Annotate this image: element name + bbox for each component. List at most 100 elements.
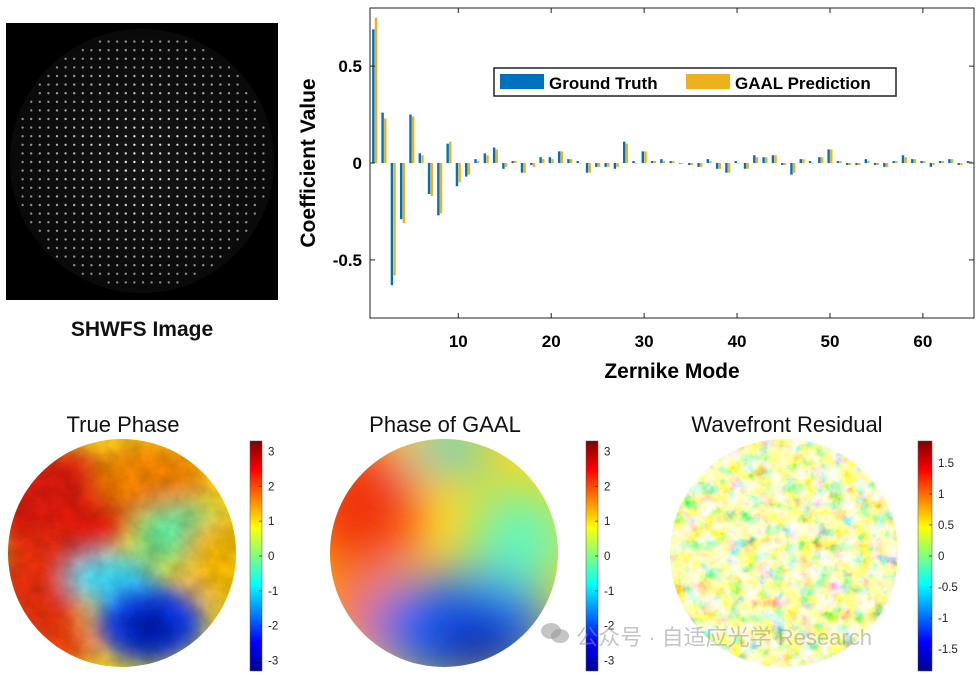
lenslet-spot bbox=[98, 152, 102, 155]
bar-gaal-mode-42 bbox=[755, 157, 759, 163]
lenslet-spot bbox=[253, 135, 256, 138]
lenslet-spot bbox=[227, 126, 231, 129]
lenslet-spot bbox=[116, 117, 119, 121]
bar-ground-truth-mode-27 bbox=[613, 163, 617, 169]
colorbar-tick-label: -2 bbox=[604, 621, 614, 633]
lenslet-spot bbox=[55, 100, 59, 104]
lenslet-spot bbox=[202, 57, 205, 60]
lenslet-spot bbox=[81, 203, 85, 207]
lenslet-spot bbox=[167, 238, 170, 241]
lenslet-spot bbox=[47, 92, 50, 95]
lenslet-spot bbox=[167, 264, 170, 267]
bar-gaal-mode-64 bbox=[960, 163, 963, 165]
lenslet-spot bbox=[262, 169, 265, 172]
lenslet-spot bbox=[98, 49, 102, 52]
bar-ground-truth-mode-25 bbox=[595, 163, 598, 167]
lenslet-spot bbox=[107, 83, 110, 86]
lenslet-spot bbox=[245, 160, 248, 164]
lenslet-spot bbox=[90, 221, 93, 224]
lenslet-spot bbox=[245, 212, 248, 215]
lenslet-spot bbox=[176, 143, 179, 146]
lenslet-spot bbox=[38, 169, 41, 172]
lenslet-spot bbox=[38, 152, 41, 155]
lenslet-spot bbox=[202, 255, 205, 258]
lenslet-spot bbox=[30, 212, 33, 215]
lenslet-spot bbox=[55, 221, 59, 224]
bar-gaal-mode-22 bbox=[569, 159, 573, 164]
lenslet-spot bbox=[141, 126, 145, 129]
lenslet-spot bbox=[150, 281, 153, 284]
lenslet-spot bbox=[184, 74, 188, 78]
lenslet-spot bbox=[21, 152, 24, 155]
lenslet-spot bbox=[193, 92, 196, 95]
lenslet-spot bbox=[98, 100, 102, 104]
lenslet-spot bbox=[219, 178, 222, 181]
lenslet-spot bbox=[98, 160, 102, 164]
lenslet-spot bbox=[193, 246, 196, 250]
lenslet-spot bbox=[202, 246, 205, 250]
bar-ground-truth-mode-64 bbox=[957, 163, 960, 165]
lenslet-spot bbox=[81, 66, 85, 69]
lenslet-spot bbox=[159, 57, 162, 60]
lenslet-spot bbox=[81, 186, 85, 189]
lenslet-spot bbox=[107, 74, 110, 78]
lenslet-spot bbox=[253, 109, 256, 112]
lenslet-spot bbox=[55, 117, 59, 121]
lenslet-spot bbox=[141, 49, 145, 52]
bar-ground-truth-mode-19 bbox=[539, 157, 542, 163]
lenslet-spot bbox=[184, 203, 188, 207]
residual-title: Wavefront Residual bbox=[691, 412, 883, 437]
lenslet-spot bbox=[124, 255, 128, 258]
lenslet-spot bbox=[90, 109, 93, 112]
lenslet-spot bbox=[90, 152, 93, 155]
lenslet-spot bbox=[236, 186, 239, 189]
lenslet-spot bbox=[184, 83, 188, 86]
bar-gaal-mode-29 bbox=[634, 163, 638, 164]
lenslet-spot bbox=[64, 212, 67, 215]
lenslet-spot bbox=[73, 135, 76, 138]
lenslet-spot bbox=[253, 203, 256, 207]
lenslet-spot bbox=[98, 246, 102, 250]
lenslet-spot bbox=[141, 255, 145, 258]
lenslet-spot bbox=[124, 143, 128, 146]
lenslet-spot bbox=[193, 126, 196, 129]
lenslet-spot bbox=[38, 195, 41, 198]
lenslet-spot bbox=[202, 169, 205, 172]
bar-ground-truth-mode-28 bbox=[623, 141, 626, 163]
lenslet-spot bbox=[107, 272, 110, 275]
lenslet-spot bbox=[55, 238, 59, 241]
bar-ground-truth-mode-13 bbox=[483, 153, 487, 163]
lenslet-spot bbox=[167, 281, 170, 284]
lenslet-spot bbox=[253, 126, 256, 129]
bar-ground-truth-mode-10 bbox=[455, 163, 459, 187]
lenslet-spot bbox=[21, 178, 24, 181]
bar-ground-truth-mode-59 bbox=[911, 159, 914, 164]
lenslet-spot bbox=[38, 160, 41, 164]
lenslet-spot bbox=[30, 152, 33, 155]
bar-ground-truth-mode-45 bbox=[780, 163, 784, 165]
lenslet-spot bbox=[159, 246, 162, 250]
lenslet-spot bbox=[47, 195, 50, 198]
lenslet-spot bbox=[159, 186, 162, 189]
lenslet-spot bbox=[55, 152, 59, 155]
lenslet-spot bbox=[227, 178, 231, 181]
lenslet-spot bbox=[64, 169, 67, 172]
lenslet-spot bbox=[219, 221, 222, 224]
lenslet-spot bbox=[262, 186, 265, 189]
lenslet-spot bbox=[107, 66, 110, 69]
lenslet-spot bbox=[21, 143, 24, 146]
lenslet-spot bbox=[184, 117, 188, 121]
lenslet-spot bbox=[159, 255, 162, 258]
lenslet-spot bbox=[184, 195, 188, 198]
lenslet-spot bbox=[236, 169, 239, 172]
lenslet-spot bbox=[176, 272, 179, 275]
lenslet-spot bbox=[116, 57, 119, 60]
lenslet-spot bbox=[81, 246, 85, 250]
bar-gaal-mode-3 bbox=[393, 163, 396, 276]
lenslet-spot bbox=[73, 221, 76, 224]
lenslet-spot bbox=[116, 100, 119, 104]
lenslet-spot bbox=[90, 246, 93, 250]
bar-gaal-mode-30 bbox=[644, 151, 647, 164]
lenslet-spot bbox=[176, 126, 179, 129]
lenslet-spot bbox=[55, 66, 59, 69]
